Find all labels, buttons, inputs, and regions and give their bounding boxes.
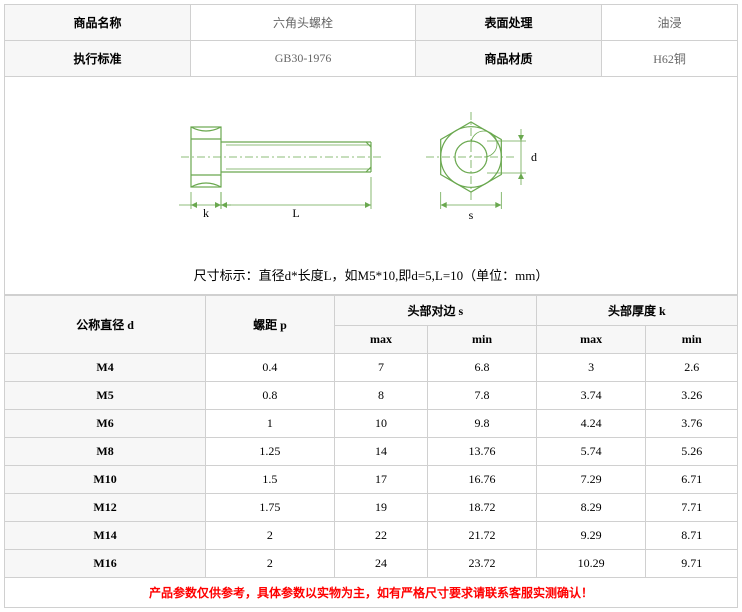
label-product-name: 商品名称 xyxy=(5,5,191,41)
svg-text:k: k xyxy=(203,206,209,220)
col-k-max: max xyxy=(536,326,646,354)
col-head-thick: 头部厚度 k xyxy=(536,296,737,326)
cell-p: 2 xyxy=(206,550,335,578)
cell-d: M4 xyxy=(5,354,206,382)
cell-smin: 18.72 xyxy=(428,494,537,522)
cell-kmin: 3.26 xyxy=(646,382,738,410)
svg-text:L: L xyxy=(292,206,299,220)
cell-smax: 24 xyxy=(334,550,427,578)
cell-d: M8 xyxy=(5,438,206,466)
cell-smax: 22 xyxy=(334,522,427,550)
cell-kmin: 9.71 xyxy=(646,550,738,578)
cell-d: M5 xyxy=(5,382,206,410)
col-s-min: min xyxy=(428,326,537,354)
cell-smin: 13.76 xyxy=(428,438,537,466)
table-row: M81.251413.765.745.26 xyxy=(5,438,738,466)
cell-kmin: 7.71 xyxy=(646,494,738,522)
cell-kmax: 8.29 xyxy=(536,494,646,522)
cell-smin: 9.8 xyxy=(428,410,537,438)
cell-smax: 14 xyxy=(334,438,427,466)
product-header-table: 商品名称 六角头螺栓 表面处理 油浸 执行标准 GB30-1976 商品材质 H… xyxy=(4,4,738,77)
cell-kmax: 4.24 xyxy=(536,410,646,438)
cell-smin: 23.72 xyxy=(428,550,537,578)
cell-d: M12 xyxy=(5,494,206,522)
label-surface: 表面处理 xyxy=(416,5,602,41)
cell-smin: 16.76 xyxy=(428,466,537,494)
cell-kmin: 2.6 xyxy=(646,354,738,382)
value-standard: GB30-1976 xyxy=(190,41,415,77)
diagram-container: k L d s 尺寸标示：直径d*长度L，如M5*10,即d=5,L=10（单位：m… xyxy=(4,77,738,295)
col-k-min: min xyxy=(646,326,738,354)
value-product-name: 六角头螺栓 xyxy=(190,5,415,41)
label-standard: 执行标准 xyxy=(5,41,191,77)
table-row: M121.751918.728.297.71 xyxy=(5,494,738,522)
cell-p: 1.5 xyxy=(206,466,335,494)
table-row: M61109.84.243.76 xyxy=(5,410,738,438)
cell-kmax: 3 xyxy=(536,354,646,382)
col-head-across: 头部对边 s xyxy=(334,296,536,326)
cell-smin: 21.72 xyxy=(428,522,537,550)
dimension-caption: 尺寸标示：直径d*长度L，如M5*10,即d=5,L=10（单位：mm） xyxy=(15,265,727,284)
footnote: 产品参数仅供参考，具体参数以实物为主，如有严格尺寸要求请联系客服实测确认！ xyxy=(5,578,738,608)
cell-p: 0.4 xyxy=(206,354,335,382)
cell-kmin: 6.71 xyxy=(646,466,738,494)
col-pitch: 螺距 p xyxy=(206,296,335,354)
cell-smax: 19 xyxy=(334,494,427,522)
cell-kmin: 3.76 xyxy=(646,410,738,438)
cell-d: M6 xyxy=(5,410,206,438)
cell-kmax: 7.29 xyxy=(536,466,646,494)
cell-p: 1.25 xyxy=(206,438,335,466)
cell-kmax: 5.74 xyxy=(536,438,646,466)
cell-smax: 7 xyxy=(334,354,427,382)
col-s-max: max xyxy=(334,326,427,354)
cell-kmax: 10.29 xyxy=(536,550,646,578)
cell-smax: 10 xyxy=(334,410,427,438)
cell-d: M14 xyxy=(5,522,206,550)
cell-p: 2 xyxy=(206,522,335,550)
value-surface: 油浸 xyxy=(602,5,738,41)
cell-smax: 17 xyxy=(334,466,427,494)
cell-smin: 6.8 xyxy=(428,354,537,382)
cell-p: 1.75 xyxy=(206,494,335,522)
col-diameter: 公称直径 d xyxy=(5,296,206,354)
cell-kmax: 9.29 xyxy=(536,522,646,550)
spec-table: 公称直径 d 螺距 p 头部对边 s 头部厚度 k max min max mi… xyxy=(4,295,738,608)
cell-d: M16 xyxy=(5,550,206,578)
table-row: M1422221.729.298.71 xyxy=(5,522,738,550)
cell-p: 0.8 xyxy=(206,382,335,410)
table-row: M101.51716.767.296.71 xyxy=(5,466,738,494)
cell-kmin: 8.71 xyxy=(646,522,738,550)
value-material: H62铜 xyxy=(602,41,738,77)
svg-text:s: s xyxy=(469,208,474,222)
bolt-diagram: k L d s xyxy=(171,97,571,247)
cell-d: M10 xyxy=(5,466,206,494)
cell-kmax: 3.74 xyxy=(536,382,646,410)
cell-p: 1 xyxy=(206,410,335,438)
cell-kmin: 5.26 xyxy=(646,438,738,466)
label-material: 商品材质 xyxy=(416,41,602,77)
cell-smin: 7.8 xyxy=(428,382,537,410)
table-row: M40.476.832.6 xyxy=(5,354,738,382)
table-row: M50.887.83.743.26 xyxy=(5,382,738,410)
table-row: M1622423.7210.299.71 xyxy=(5,550,738,578)
svg-text:d: d xyxy=(531,150,537,164)
cell-smax: 8 xyxy=(334,382,427,410)
